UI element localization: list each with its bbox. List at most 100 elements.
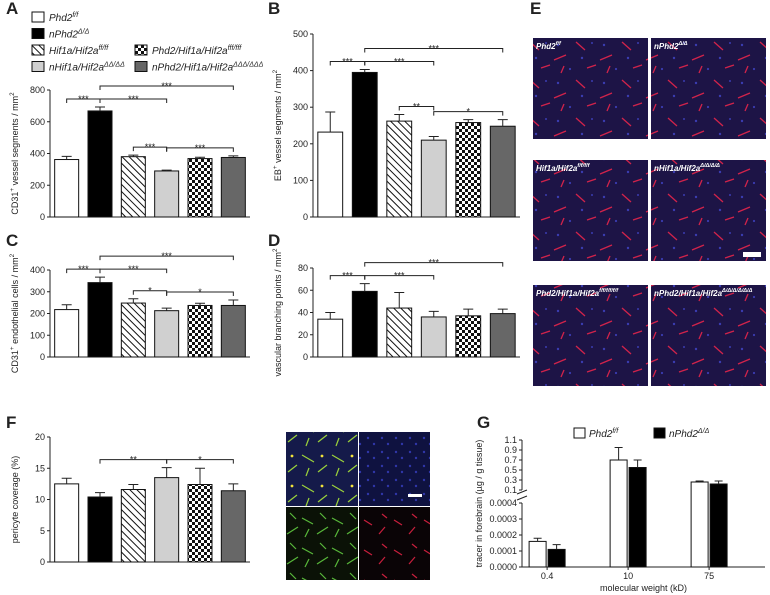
x-tick-label: 10 <box>623 571 633 581</box>
image-label-part: Δ/Δ/Δ/Δ/Δ/Δ <box>721 288 753 294</box>
y-axis-label-part: 2 <box>9 253 16 257</box>
error-bar <box>463 308 474 316</box>
bar <box>489 313 516 358</box>
legend-label-part: Δ/Δ <box>697 428 710 435</box>
bar <box>54 309 80 358</box>
significance-label: *** <box>161 251 172 261</box>
bar <box>154 170 180 218</box>
error-bar <box>714 480 723 484</box>
panel-letter: C <box>6 231 18 250</box>
error-bar <box>633 459 642 468</box>
error-bar <box>195 467 205 485</box>
image-label-part: Phd2/Hif1a/Hif2a <box>536 289 600 298</box>
legend-swatch <box>31 61 45 72</box>
pericyte-images <box>286 432 430 580</box>
g-axis-break <box>516 489 528 501</box>
error-bar <box>95 106 105 111</box>
legend-label: Phd2f/f <box>49 12 79 24</box>
image-label-part: Phd2 <box>536 42 556 51</box>
legend-label-part: fff/fff <box>228 45 243 52</box>
bar <box>386 307 413 358</box>
significance-label: *** <box>342 271 353 281</box>
legend-swatch <box>134 61 148 72</box>
bar <box>386 120 413 218</box>
y-tick-label: 60 <box>298 285 308 295</box>
legend-label-part: nPhd2 <box>49 30 78 41</box>
significance-label: *** <box>78 94 89 104</box>
image <box>286 507 358 580</box>
y-tick-label: 0.0000 <box>489 562 517 572</box>
panel-letter: D <box>268 231 280 250</box>
legend-label: nHif1a/Hif2aΔΔ/ΔΔ <box>49 62 125 74</box>
panel-letter: G <box>477 413 490 432</box>
legend-swatch <box>31 44 45 56</box>
significance-bracket <box>166 291 234 297</box>
legend-label-part: f/f <box>72 12 79 19</box>
bar <box>528 540 547 568</box>
image-label: nHif1a/Hif2aΔ/Δ/Δ/Δ <box>654 163 720 173</box>
y-axis-label-part: CD31 <box>10 192 20 215</box>
y-axis-label-part: pericyte coverage (%) <box>10 456 20 544</box>
y-tick-label: 0.0001 <box>489 546 517 556</box>
significance-bracket <box>99 98 168 103</box>
y-tick-label: 20 <box>35 432 45 442</box>
image-label: nPhd2Δ/Δ <box>654 41 688 51</box>
bar <box>220 304 246 358</box>
legend-label-part: Phd2 <box>589 429 613 440</box>
bar <box>87 282 113 358</box>
significance-bracket <box>398 106 435 111</box>
y-tick-label: 0.5 <box>504 465 517 475</box>
error-bar <box>95 276 105 283</box>
bar <box>351 290 378 358</box>
bar <box>609 459 628 568</box>
bar <box>120 489 146 563</box>
significance-label: ** <box>413 102 421 112</box>
legend-label: Hif1a/Hif2aff/ff <box>49 45 109 57</box>
error-bar <box>228 155 239 158</box>
panel-letter: F <box>6 413 16 432</box>
image-label-part: f/f/f/f/f/f <box>599 288 619 294</box>
y-tick-label: 0.0002 <box>489 530 517 540</box>
legend-label-part: ff/ff <box>98 45 109 52</box>
significance-label: * <box>466 107 470 117</box>
y-tick-label: 200 <box>293 139 308 149</box>
significance-bracket <box>166 147 234 152</box>
error-bar <box>161 467 172 478</box>
y-tick-label: 0.0004 <box>489 498 517 508</box>
bar <box>709 483 728 568</box>
y-tick-label: 300 <box>293 102 308 112</box>
image-label-part: nPhd2/Hif1a/Hif2a <box>654 289 723 298</box>
error-bar <box>61 155 72 160</box>
scale-bar <box>743 252 761 257</box>
x-axis-label: molecular weight (kD) <box>600 583 687 593</box>
image-label-part: Δ/Δ <box>677 41 687 47</box>
y-tick-label: 100 <box>293 175 308 185</box>
legend-label: Phd2/Hif1a/Hif2afff/fff <box>152 45 242 57</box>
image-label-part: f/f <box>556 41 562 47</box>
error-bar <box>695 480 704 482</box>
error-bar <box>463 119 474 123</box>
bar <box>120 302 146 358</box>
bar <box>87 496 113 563</box>
y-tick-label: 600 <box>30 117 45 127</box>
scale-bar <box>408 494 422 497</box>
error-bar <box>195 156 205 159</box>
error-bar <box>128 298 139 304</box>
microscopy-image <box>651 160 766 261</box>
microscopy-image <box>533 160 648 261</box>
significance-bracket <box>364 61 435 66</box>
image-label-part: Hif1a/Hif2a <box>536 164 578 173</box>
panel-letter: E <box>530 0 541 18</box>
axis-break <box>516 489 528 501</box>
error-bar <box>359 69 370 73</box>
error-bar <box>161 169 172 171</box>
y-tick-label: 200 <box>30 309 45 319</box>
y-axis-label-part: 2 <box>272 248 279 252</box>
y-axis-label-part: tracer in forebrain (µg / g tissue) <box>474 440 484 568</box>
microscopy-image <box>533 285 648 386</box>
image <box>359 507 430 580</box>
bar <box>187 484 213 563</box>
bar <box>154 477 180 563</box>
significance-label: * <box>198 287 202 297</box>
